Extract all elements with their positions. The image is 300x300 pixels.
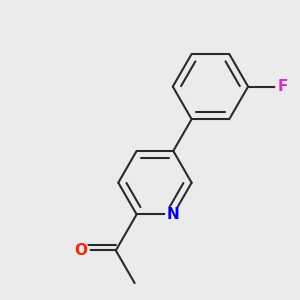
Text: N: N (167, 207, 180, 222)
Text: F: F (278, 79, 288, 94)
Text: O: O (75, 243, 88, 258)
